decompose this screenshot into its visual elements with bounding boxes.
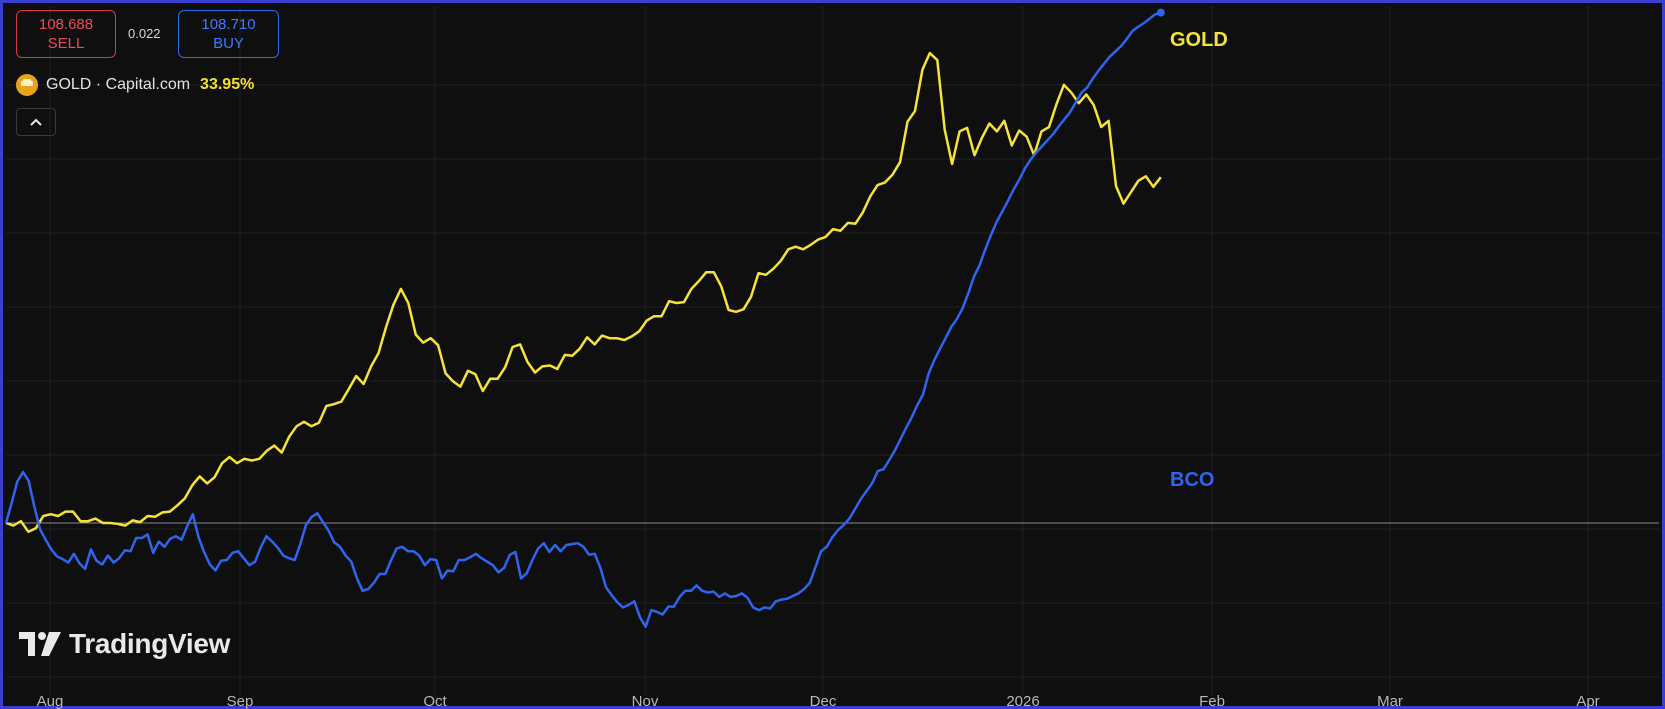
- x-tick-label: Nov: [632, 693, 659, 709]
- x-axis-ticks: Aug Sep Oct Nov Dec 2026 Feb Mar Apr: [37, 693, 1600, 709]
- series-label-bco: BCO: [1170, 469, 1214, 491]
- x-tick-label: 2026: [1006, 693, 1039, 709]
- x-tick-label: Aug: [37, 693, 64, 709]
- buy-label: BUY: [213, 35, 244, 52]
- buy-price: 108.710: [201, 16, 256, 33]
- x-tick-label: Sep: [227, 693, 254, 709]
- sell-price: 108.688: [38, 16, 94, 33]
- chevron-up-icon: [30, 118, 42, 126]
- series-line-gold: [5, 51, 1162, 534]
- gold-bar-icon: [16, 74, 38, 96]
- buy-button[interactable]: 108.710 BUY: [178, 10, 279, 58]
- spread-value: 0.022: [128, 26, 161, 41]
- series-line-bco: [4, 11, 1162, 629]
- symbol-legend[interactable]: GOLD · Capital.com 33.95%: [16, 74, 254, 96]
- x-tick-label: Oct: [423, 693, 447, 709]
- x-tick-label: Dec: [810, 693, 837, 709]
- series-last-point-bco: [1156, 8, 1165, 17]
- change-percent: 33.95%: [200, 76, 255, 93]
- series-label-gold: GOLD: [1170, 29, 1228, 51]
- x-tick-label: Feb: [1199, 693, 1225, 709]
- tradingview-logo-icon: [19, 632, 61, 656]
- collapse-legend-button[interactable]: [16, 108, 56, 136]
- x-tick-label: Apr: [1576, 693, 1599, 709]
- tradingview-logo[interactable]: TradingView: [19, 628, 230, 660]
- chart-grid: [6, 6, 1659, 695]
- x-tick-label: Mar: [1377, 693, 1403, 709]
- symbol-name: GOLD · Capital.com: [46, 76, 191, 93]
- sell-label: SELL: [47, 35, 85, 52]
- sell-button[interactable]: 108.688 SELL: [16, 10, 116, 58]
- tradingview-wordmark: TradingView: [69, 628, 231, 659]
